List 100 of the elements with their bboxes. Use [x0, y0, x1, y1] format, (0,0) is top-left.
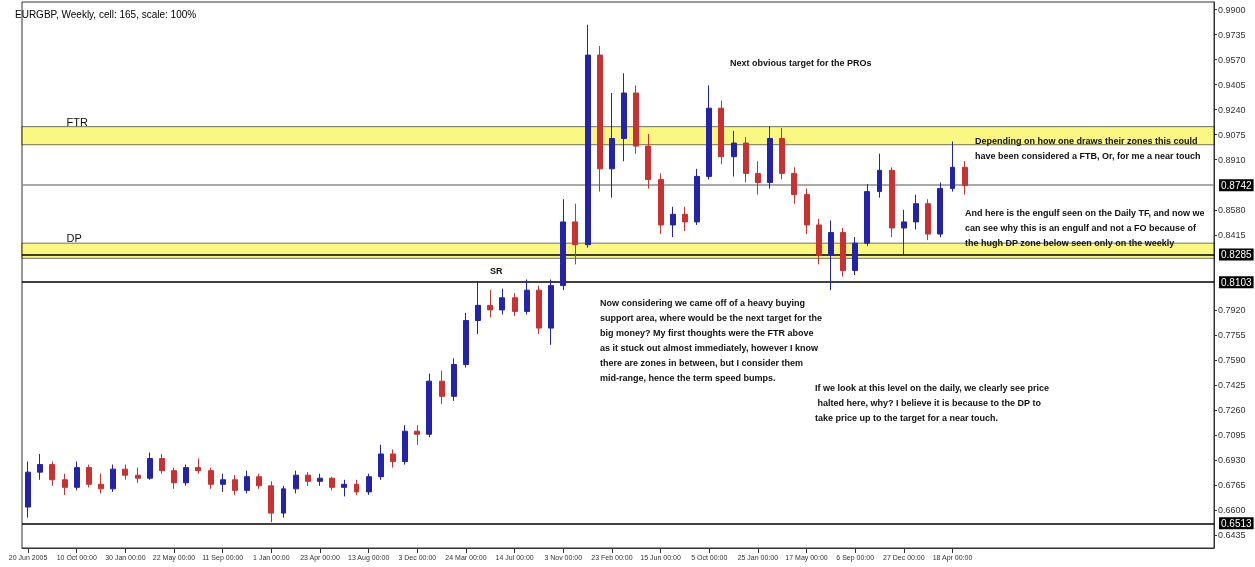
candlestick: [633, 84, 639, 155]
candlestick: [743, 136, 749, 183]
y-tick-label: 0.6930: [1218, 455, 1246, 466]
candlestick: [670, 206, 676, 238]
candlestick: [706, 84, 712, 180]
candlestick: [354, 479, 359, 496]
candlestick: [414, 424, 420, 446]
ref-line-label: 0.8285: [1221, 249, 1253, 261]
y-tick-label: 0.9735: [1218, 29, 1246, 40]
annotation: And here is the engulf seen on the Daily TF, and now we can see why this is an engulf and not a FO because of the hugh DP zone below seen only on the weekly: [965, 207, 1208, 248]
candlestick: [682, 206, 688, 232]
y-tick-label: 0.7260: [1218, 404, 1246, 415]
candlestick: [147, 451, 153, 481]
candlestick: [305, 471, 311, 487]
candlestick: [816, 218, 822, 265]
candlestick: [840, 227, 846, 278]
candlestick: [98, 473, 104, 494]
candlestick: [499, 288, 505, 315]
candlestick: [37, 453, 43, 481]
y-tick-label: 0.9405: [1218, 79, 1246, 90]
candlestick: [329, 476, 335, 491]
candlestick: [597, 45, 603, 193]
candlestick: [877, 153, 882, 199]
candlestick: [62, 473, 68, 496]
candlestick: [621, 72, 627, 162]
ref-line-label: 0.8742: [1221, 179, 1253, 191]
candlestick: [950, 141, 955, 193]
ref-line-label: 0.8103: [1221, 276, 1253, 288]
text: EURGBP, Weekly, cell: 165, scale: 100%: [15, 8, 197, 20]
candlestick: [74, 461, 80, 491]
candlestick: [122, 464, 128, 481]
candlestick: [195, 458, 201, 475]
candlestick: [560, 198, 566, 291]
candlestick: [426, 373, 432, 438]
candlestick: [159, 453, 165, 475]
candlestick: [86, 464, 92, 488]
candlestick: [463, 312, 469, 369]
annotation: Next obvious target for the PROs: [730, 57, 872, 68]
annotation: If we look at this level on the daily, we clearly see price halted here, why? I believe it is because to the DP to take price up to the target for a near touch.: [815, 382, 1049, 423]
candlestick: [475, 280, 481, 335]
candlestick: [366, 473, 372, 496]
y-tick-label: 0.7425: [1218, 379, 1246, 390]
annotation: Depending on how one draws their zones this could have been considered a FTB, Or, for me a near touch: [975, 135, 1201, 161]
candlestick: [220, 473, 226, 493]
candlestick: [731, 130, 737, 177]
candlestick: [451, 357, 457, 402]
candlestick: [256, 473, 262, 490]
y-tick-label: 0.9075: [1218, 129, 1246, 140]
ref-line-label: 0.6513: [1221, 517, 1253, 529]
candlestick: [828, 219, 834, 291]
candlestick: [864, 183, 870, 247]
candlestick: [755, 160, 761, 196]
y-tick-label: 0.9240: [1218, 104, 1246, 115]
band-label: DP: [66, 232, 82, 245]
candlestick: [293, 470, 299, 494]
candlestick: [390, 448, 396, 469]
candlestick: [609, 92, 615, 199]
candlestick: [244, 470, 250, 494]
candlestick: [962, 160, 968, 196]
candlestick: [402, 424, 408, 466]
candlestick: [694, 168, 700, 226]
candlestick: [804, 188, 810, 235]
annotation: SR: [490, 265, 503, 276]
candlestick: [110, 464, 116, 493]
candlestick: [779, 127, 785, 180]
y-tick-label: 0.8580: [1218, 204, 1246, 215]
candlestick: [585, 24, 591, 249]
candlestick: [925, 198, 931, 241]
candlestick: [268, 480, 274, 523]
candlestick: [317, 473, 323, 487]
candlestick: [548, 279, 554, 346]
y-tick-label: 0.7590: [1218, 354, 1246, 365]
candlestick: [135, 467, 141, 484]
candlestick: [901, 209, 907, 256]
y-tick-label: 0.9570: [1218, 54, 1246, 65]
candlestick: [512, 292, 518, 317]
candlestick: [25, 461, 31, 519]
y-tick-label: 0.6765: [1218, 480, 1246, 491]
candlestick: [378, 444, 384, 481]
candlestick: [913, 194, 919, 230]
y-tick-label: 0.6600: [1218, 505, 1246, 516]
annotation: Now considering we came off of a heavy buying support area, where would be the next target for the big money? My first thoughts were the FTR above as it stuck out almost immediately, however I know there are zones in between, but I consider them mid-range, hence the term speed bumps.: [600, 297, 825, 383]
candlestick: [232, 474, 238, 496]
candlestick: [439, 370, 445, 405]
candlestick: [852, 236, 858, 276]
candlestick: [791, 166, 797, 205]
candlestick: [183, 464, 189, 487]
candlestick: [645, 133, 651, 190]
y-tick-label: 0.8910: [1218, 154, 1246, 165]
y-tick-label: 0.7095: [1218, 430, 1246, 441]
y-tick-label: 0.9900: [1218, 4, 1246, 15]
candlestick: [536, 285, 542, 335]
candlestick: [524, 279, 530, 315]
candlestick: [658, 172, 664, 235]
candlestick: [718, 100, 724, 165]
candlestick: [341, 479, 347, 497]
band-label: FTR: [66, 115, 88, 128]
candlestick: [281, 485, 286, 519]
candlestick: [171, 467, 177, 490]
candlestick: [767, 125, 773, 190]
